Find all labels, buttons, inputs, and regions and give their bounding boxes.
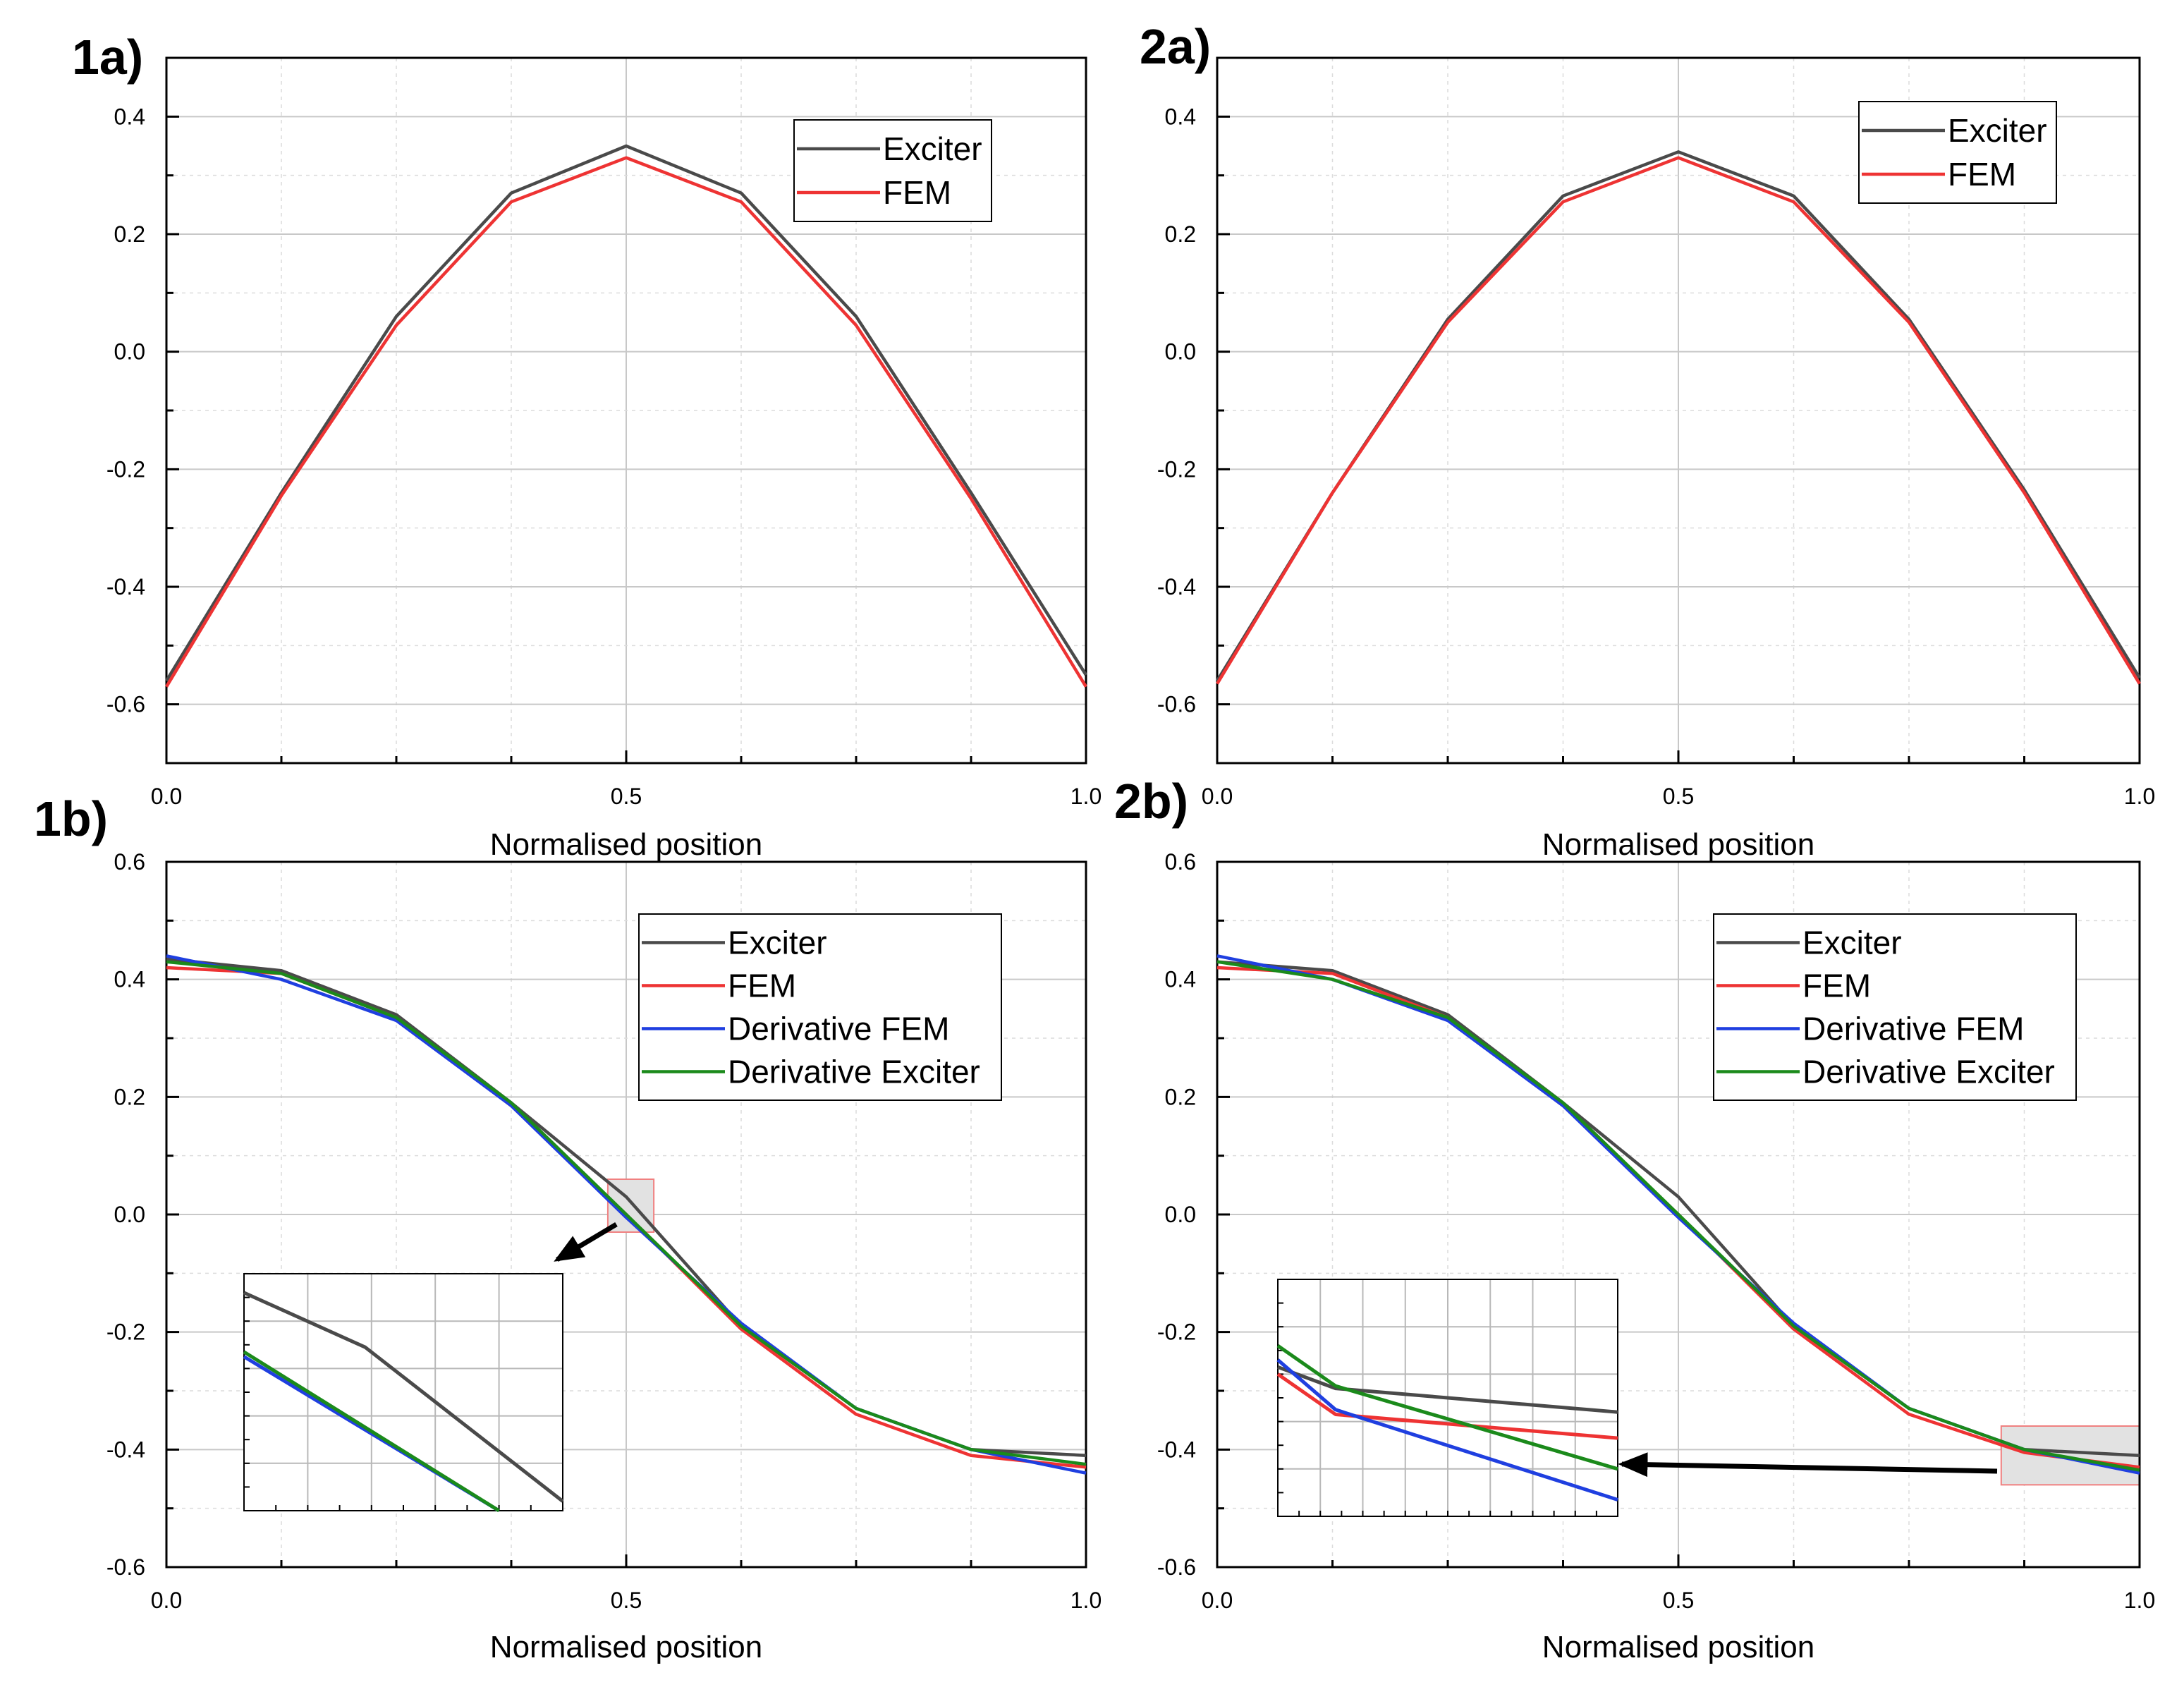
x-tick-label: 0.0 xyxy=(1202,1588,1233,1613)
panel-1b: 0.0 0.5 1.0 -0.6 -0.4 -0.2 0.0 0.2 0.4 0.6 Normali… xyxy=(34,791,1102,1664)
legend: Exciter FEM xyxy=(793,119,992,222)
legend-box xyxy=(793,119,992,222)
inset-plot xyxy=(1276,1279,1618,1517)
x-tick-label: 1.0 xyxy=(2124,1588,2155,1613)
legend-label: Derivative Exciter xyxy=(1802,1054,2055,1090)
legend-label: FEM xyxy=(728,968,796,1004)
zoom-arrow xyxy=(1618,1452,1998,1478)
legend-box xyxy=(1713,913,2077,1101)
x-axis-title: Normalised position xyxy=(1542,827,1814,862)
legend-label: Exciter xyxy=(1802,925,1902,961)
y-tick-label: -0.2 xyxy=(106,456,145,482)
legend-label: FEM xyxy=(1948,156,2016,193)
inset-series-exciter xyxy=(1277,1365,1618,1414)
legend-box xyxy=(638,913,1002,1101)
y-tick-label: 0.6 xyxy=(114,849,145,875)
x-axis-title: Normalised position xyxy=(1542,1630,1814,1664)
y-tick-label: 0.0 xyxy=(1165,1202,1196,1227)
legend: Exciter FEM Derivative FEM Derivative Excit… xyxy=(638,913,1002,1101)
y-tick-label: -0.2 xyxy=(1157,1320,1196,1345)
y-tick-label: 0.2 xyxy=(1165,1084,1196,1109)
legend: Exciter FEM xyxy=(1858,101,2057,204)
panel-2b: 0.0 0.5 1.0 -0.6 -0.4 -0.2 0.0 0.2 0.4 0.6 Normali… xyxy=(1114,774,2155,1664)
inset-series-derivative-exciter xyxy=(243,1350,500,1513)
legend-box xyxy=(1858,101,2057,204)
panel-1a: 0.0 0.5 1.0 -0.6 -0.4 -0.2 0.0 0.2 0.4 Normalised… xyxy=(72,30,1102,862)
x-axis-title: Normalised position xyxy=(490,1630,762,1664)
inset-series-derivative-fem xyxy=(1276,1358,1618,1502)
x-axis-title: Normalised position xyxy=(490,827,762,862)
series-line-derivative-exciter xyxy=(166,960,1087,1466)
y-tick-label: 0.0 xyxy=(114,1202,145,1227)
y-tick-label: -0.4 xyxy=(106,574,145,599)
y-tick-label: -0.6 xyxy=(106,692,145,717)
panel-label: 2a) xyxy=(1140,19,1211,74)
legend-label: Exciter xyxy=(1948,112,2047,149)
x-tick-label: 1.0 xyxy=(2124,784,2155,809)
panel-label: 1b) xyxy=(34,791,108,846)
legend-label: Exciter xyxy=(883,130,982,167)
series-line-derivative-exciter xyxy=(1216,960,2140,1472)
y-tick-label: -0.2 xyxy=(1157,456,1196,482)
series-line-exciter xyxy=(165,144,1087,682)
x-tick-label: 1.0 xyxy=(1070,784,1102,809)
y-tick-label: -0.2 xyxy=(106,1320,145,1345)
x-tick-label: 0.0 xyxy=(1202,784,1233,809)
y-tick-label: 0.6 xyxy=(1165,849,1196,875)
y-tick-label: -0.4 xyxy=(1157,1437,1196,1462)
inset-background xyxy=(244,1274,563,1511)
legend-label: Derivative FEM xyxy=(728,1011,949,1047)
panel-2a: 0.0 0.5 1.0 -0.6 -0.4 -0.2 0.0 0.2 0.4 Normalised… xyxy=(1140,19,2155,862)
x-tick-label: 0.0 xyxy=(151,784,182,809)
y-tick-label: -0.4 xyxy=(1157,574,1196,599)
panels: 0.0 0.5 1.0 -0.6 -0.4 -0.2 0.0 0.2 0.4 Normalised… xyxy=(34,19,2155,1664)
y-tick-label: -0.6 xyxy=(1157,692,1196,717)
y-tick-label: -0.6 xyxy=(1157,1554,1196,1580)
inset-series-derivative-exciter xyxy=(1276,1344,1618,1471)
panel-label: 1a) xyxy=(72,30,143,85)
y-tick-label: 0.4 xyxy=(1165,967,1196,992)
legend-label: FEM xyxy=(1802,968,1871,1004)
y-tick-label: -0.6 xyxy=(106,1554,145,1580)
legend-label: Derivative Exciter xyxy=(728,1054,980,1090)
inset-series-fem xyxy=(1276,1372,1618,1440)
x-tick-label: 0.5 xyxy=(1663,784,1694,809)
y-tick-label: 0.2 xyxy=(114,1084,145,1109)
x-tick-label: 1.0 xyxy=(1070,1588,1102,1613)
inset-plot xyxy=(243,1273,564,1513)
x-tick-label: 0.5 xyxy=(611,1588,642,1613)
inset-series-exciter xyxy=(243,1291,564,1503)
panel-label: 2b) xyxy=(1114,774,1188,829)
y-tick-label: 0.0 xyxy=(1165,339,1196,365)
x-tick-label: 0.0 xyxy=(151,1588,182,1613)
legend-label: FEM xyxy=(883,174,951,211)
series-line-fem xyxy=(1216,156,2141,685)
y-tick-label: 0.0 xyxy=(114,339,145,365)
y-tick-label: -0.4 xyxy=(106,1437,145,1462)
legend-label: Exciter xyxy=(728,925,827,961)
y-tick-label: 0.2 xyxy=(1165,221,1196,247)
y-tick-label: 0.4 xyxy=(1165,104,1196,129)
y-tick-label: 0.4 xyxy=(114,104,145,129)
y-tick-label: 0.2 xyxy=(114,221,145,247)
x-tick-label: 0.5 xyxy=(1663,1588,1694,1613)
zoom-arrow xyxy=(554,1222,618,1262)
x-tick-label: 0.5 xyxy=(611,784,642,809)
legend-label: Derivative FEM xyxy=(1802,1011,2024,1047)
series-line-fem xyxy=(165,156,1087,688)
y-tick-label: 0.4 xyxy=(114,967,145,992)
legend: Exciter FEM Derivative FEM Derivative Excit… xyxy=(1713,913,2077,1101)
